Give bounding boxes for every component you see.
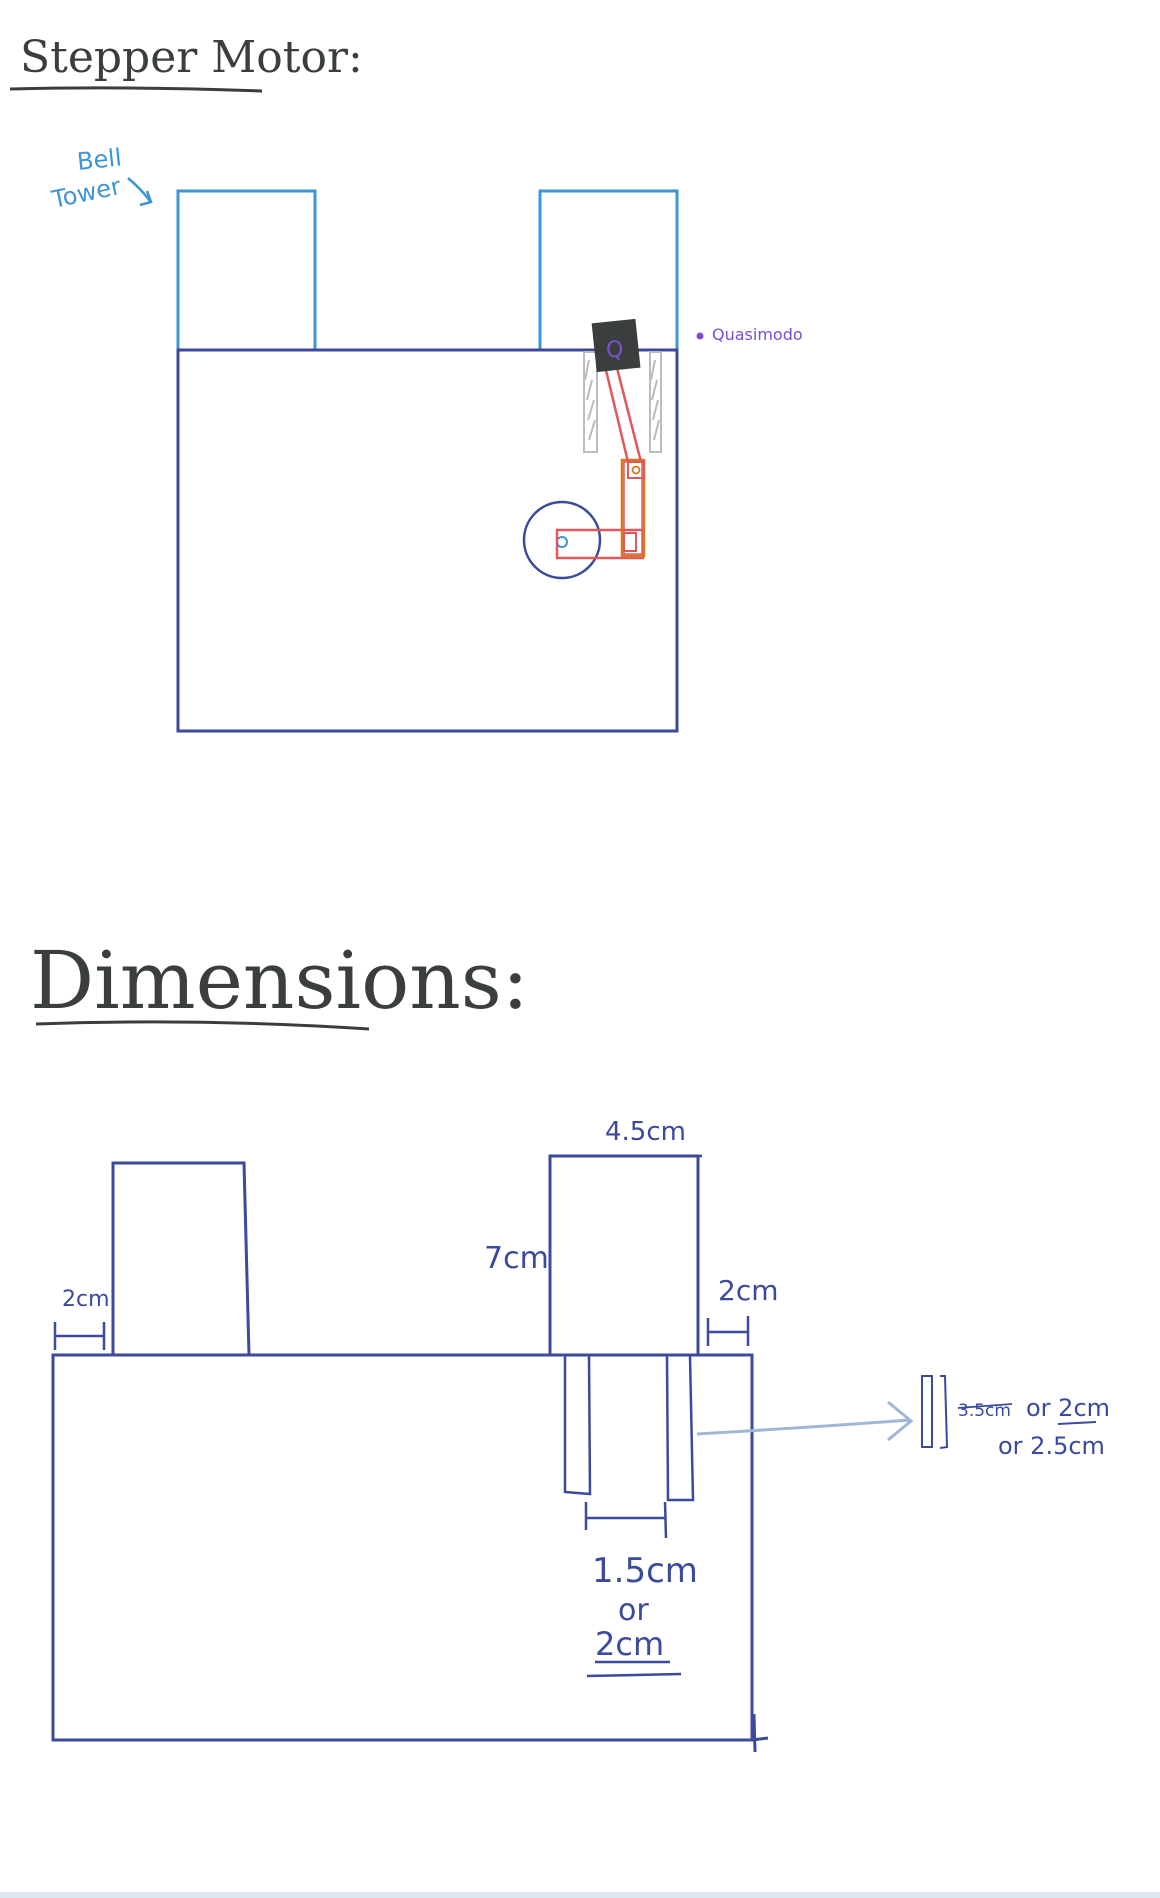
bell-tower-label-line2: Tower — [48, 172, 123, 214]
connecting-arm-red — [623, 461, 643, 555]
dim-line-slot-width — [584, 1501, 668, 1539]
dim-building-main — [51, 1353, 769, 1753]
dimensions-title-underline — [35, 1020, 370, 1031]
stepper-motor-title-underline — [9, 86, 263, 93]
dim-line-left-gap — [53, 1322, 106, 1350]
dim-label-tower-width: 4.5cm — [605, 1117, 686, 1147]
dim-label-left-gap: 2cm — [62, 1287, 110, 1312]
side-note-line2: or 2.5cm — [998, 1432, 1105, 1460]
slot-width-underline — [586, 1660, 682, 1678]
slot-rail-right — [665, 1355, 695, 1502]
dimensions-title: Dimensions: — [30, 934, 529, 1027]
motor-shaft — [556, 536, 568, 548]
stepper-motor-title: Stepper Motor: — [20, 32, 363, 83]
dim-tower-right — [548, 1154, 700, 1355]
bell-tower-left — [176, 189, 317, 350]
joint-lower — [623, 532, 637, 552]
quasimodo-bullet-icon — [696, 332, 704, 340]
dim-label-slot-width-line2: or — [618, 1593, 649, 1628]
dim-tower-left — [111, 1161, 251, 1356]
joint-upper — [627, 461, 645, 479]
side-note-strike-line — [957, 1403, 1013, 1409]
bottom-scroll-bar — [0, 1892, 1160, 1898]
stepper-motor-circle — [522, 500, 602, 580]
dim-label-slot-width-line1: 1.5cm — [592, 1551, 698, 1591]
dim-label-slot-width-line3: 2cm — [595, 1625, 664, 1663]
guide-rail-right — [649, 351, 662, 453]
push-rod — [603, 363, 643, 463]
dim-line-right-gap — [706, 1316, 750, 1346]
bell-tower-arrow-icon — [127, 177, 153, 207]
building-main — [176, 348, 679, 733]
side-note-rest: or 2cm — [1026, 1394, 1110, 1422]
connecting-arm-orange — [620, 458, 646, 558]
dim-label-tower-height: 7cm — [484, 1241, 549, 1276]
joint-upper-pin — [631, 465, 641, 475]
slot-rail-left — [563, 1355, 592, 1496]
side-note-underline — [1057, 1421, 1097, 1425]
guide-rail-left — [583, 351, 598, 453]
side-note-rail-sketch — [921, 1375, 949, 1449]
bell-tower-label-line1: Bell — [76, 143, 123, 176]
side-note-struck: 3.5cm — [958, 1401, 1011, 1421]
quasimodo-initial: Q — [606, 338, 623, 363]
quasimodo-label: Quasimodo — [712, 325, 803, 344]
dim-label-right-gap: 2cm — [718, 1274, 778, 1307]
quasimodo-figure — [591, 318, 641, 373]
side-note-arrow-icon — [696, 1400, 914, 1442]
bell-tower-right — [538, 189, 679, 350]
